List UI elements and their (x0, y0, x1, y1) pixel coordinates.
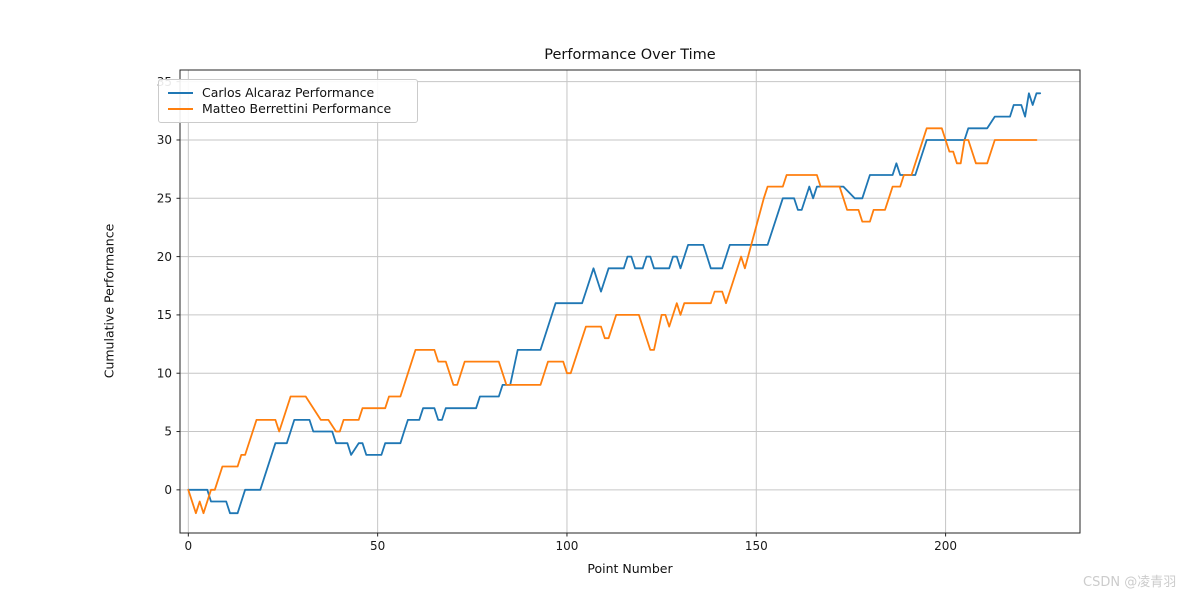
series-line-carlos-alcaraz-performance (187, 92, 1042, 515)
legend-item-label: Matteo Berrettini Performance (202, 101, 392, 117)
legend-item: Carlos Alcaraz Performance (168, 85, 405, 101)
legend: Carlos Alcaraz Performance Matteo Berrett… (158, 79, 418, 123)
y-tick-label: 30 (157, 133, 172, 147)
legend-line-swatch (168, 92, 193, 95)
x-tick-label: 150 (745, 539, 768, 553)
legend-line-swatch (168, 108, 193, 111)
y-tick-label: 20 (157, 250, 172, 264)
chart-title: Performance Over Time (544, 47, 716, 63)
y-axis-label: Cumulative Performance (101, 223, 117, 379)
y-tick-label: 5 (164, 425, 172, 439)
y-tick-label: 25 (157, 191, 172, 205)
x-tick-label: 50 (370, 539, 385, 553)
y-tick-label: 0 (164, 483, 172, 497)
y-tick-label: 15 (157, 308, 172, 322)
legend-item-label: Carlos Alcaraz Performance (202, 85, 375, 100)
y-tick-label: 10 (157, 366, 172, 380)
watermark: CSDN @凌青羽 (1083, 575, 1177, 590)
legend-item: Matteo Berrettini Performance (168, 101, 405, 117)
x-tick-label: 200 (934, 539, 957, 553)
x-axis-label: Point Number (587, 561, 673, 576)
x-tick-label: 100 (556, 539, 579, 553)
axes-frame (179, 69, 1081, 534)
x-tick-label: 0 (185, 539, 193, 553)
series-line-matteo-berrettini-performance (187, 127, 1038, 515)
